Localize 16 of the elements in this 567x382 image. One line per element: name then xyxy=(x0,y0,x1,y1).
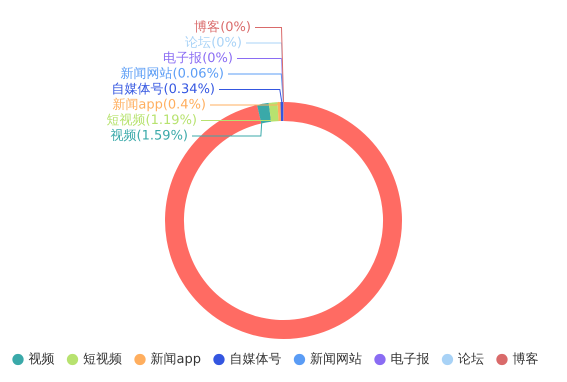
category-label: 视频(1.59%) xyxy=(110,128,188,144)
legend-label: 新闻app xyxy=(150,352,201,367)
category-label: 论坛(0%) xyxy=(185,35,242,50)
category-label: 新闻网站(0.06%) xyxy=(120,66,224,82)
legend-label: 自媒体号 xyxy=(229,352,282,367)
category-label: 电子报(0%) xyxy=(163,50,233,66)
legend-label: 博客 xyxy=(512,350,538,367)
legend-label: 新闻网站 xyxy=(310,352,362,367)
category-label: 新闻app(0.4%) xyxy=(112,97,206,112)
category-label: 自媒体号(0.34%) xyxy=(112,82,215,97)
category-label: 博客(0%) xyxy=(194,20,251,35)
legend-label: 电子报 xyxy=(390,352,430,367)
legend-label: 短视频 xyxy=(83,352,122,367)
legend-label: 视频 xyxy=(28,352,54,367)
legend-label: 论坛 xyxy=(458,352,484,367)
category-label: 短视频(1.19%) xyxy=(106,112,197,128)
